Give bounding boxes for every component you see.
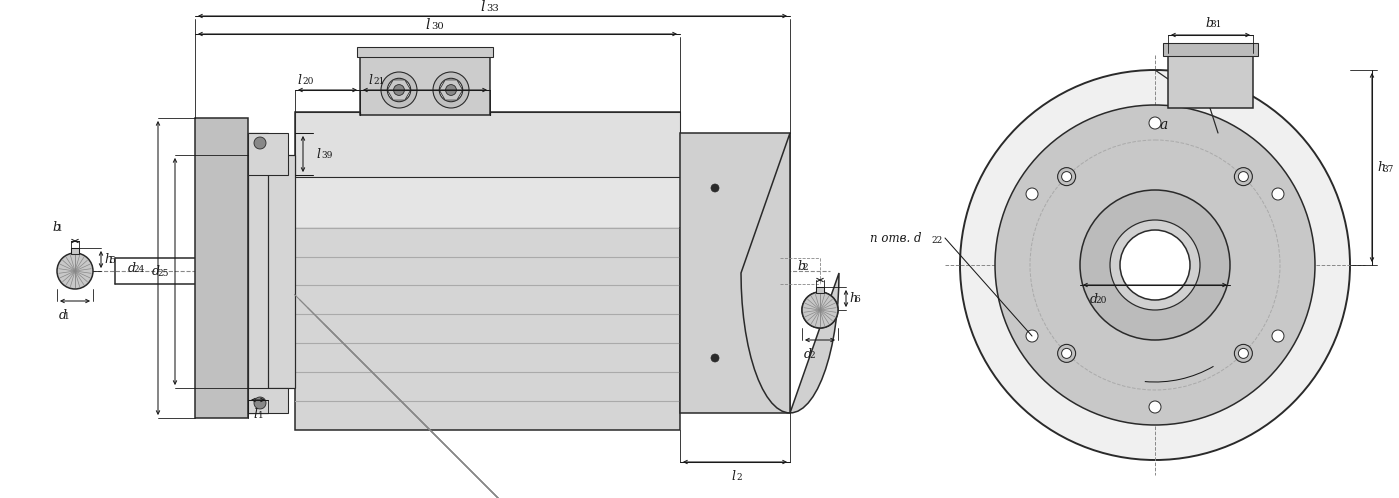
Bar xyxy=(816,287,824,293)
Circle shape xyxy=(711,184,719,192)
Circle shape xyxy=(1272,188,1284,200)
Text: b: b xyxy=(797,259,804,272)
Text: 33: 33 xyxy=(487,4,499,13)
Bar xyxy=(194,118,248,418)
Circle shape xyxy=(802,292,838,328)
Circle shape xyxy=(434,72,469,108)
Circle shape xyxy=(1272,330,1284,342)
Bar xyxy=(71,248,78,254)
Text: 31: 31 xyxy=(1210,20,1223,29)
Circle shape xyxy=(1080,190,1230,340)
Text: d: d xyxy=(804,348,811,361)
Bar xyxy=(360,55,490,115)
Text: d: d xyxy=(127,261,136,274)
Bar xyxy=(295,112,680,430)
Bar xyxy=(248,133,269,413)
Bar xyxy=(248,388,288,413)
Circle shape xyxy=(1058,168,1076,186)
Circle shape xyxy=(388,78,411,102)
Text: d: d xyxy=(59,308,67,322)
Circle shape xyxy=(393,85,404,96)
Text: 30: 30 xyxy=(431,22,443,31)
Text: 2: 2 xyxy=(809,351,814,360)
Circle shape xyxy=(1025,188,1038,200)
Text: h: h xyxy=(104,252,112,265)
Circle shape xyxy=(439,78,463,102)
Circle shape xyxy=(255,397,266,409)
Text: 25: 25 xyxy=(157,269,169,278)
Circle shape xyxy=(995,105,1315,425)
Text: d: d xyxy=(1090,292,1098,305)
Circle shape xyxy=(446,85,456,96)
Text: 22: 22 xyxy=(930,236,943,245)
Text: a: a xyxy=(1160,118,1168,132)
Bar xyxy=(680,133,790,413)
Circle shape xyxy=(802,292,838,328)
Circle shape xyxy=(255,137,266,149)
Text: l: l xyxy=(297,74,301,87)
Bar xyxy=(248,155,295,388)
Text: l: l xyxy=(732,470,734,483)
Text: 1: 1 xyxy=(259,411,264,420)
Polygon shape xyxy=(388,80,411,100)
Text: 37: 37 xyxy=(1382,165,1393,174)
Polygon shape xyxy=(741,133,839,413)
Circle shape xyxy=(1238,349,1248,359)
Bar xyxy=(357,47,492,57)
Circle shape xyxy=(1058,345,1076,363)
Text: d: d xyxy=(152,265,159,278)
Text: b: b xyxy=(52,221,60,234)
Circle shape xyxy=(1149,117,1161,129)
Text: l: l xyxy=(253,407,257,420)
Circle shape xyxy=(1234,168,1252,186)
Polygon shape xyxy=(439,80,463,100)
Text: 1: 1 xyxy=(64,312,70,321)
Text: 6: 6 xyxy=(855,295,860,304)
Text: h: h xyxy=(849,291,858,304)
Bar xyxy=(1163,43,1258,56)
Text: n отв. d: n отв. d xyxy=(870,232,922,245)
Circle shape xyxy=(1025,330,1038,342)
Bar xyxy=(295,177,680,227)
Circle shape xyxy=(1121,230,1191,300)
Bar xyxy=(248,133,288,175)
Circle shape xyxy=(1109,220,1200,310)
Text: 2: 2 xyxy=(736,473,741,482)
Text: 21: 21 xyxy=(374,77,385,86)
Circle shape xyxy=(57,253,92,289)
Text: 20: 20 xyxy=(1095,296,1107,305)
Bar xyxy=(1168,53,1254,108)
Text: l: l xyxy=(425,18,429,32)
Text: 1: 1 xyxy=(57,224,63,233)
Circle shape xyxy=(960,70,1350,460)
Bar xyxy=(295,112,680,177)
Circle shape xyxy=(1062,349,1072,359)
Circle shape xyxy=(1238,172,1248,182)
Text: l: l xyxy=(368,74,372,87)
Text: 20: 20 xyxy=(302,77,313,86)
Circle shape xyxy=(1234,345,1252,363)
Text: 5: 5 xyxy=(109,256,115,265)
Text: 2: 2 xyxy=(802,263,807,272)
Text: l: l xyxy=(480,0,485,14)
Circle shape xyxy=(381,72,417,108)
Circle shape xyxy=(711,354,719,362)
Text: 39: 39 xyxy=(322,151,333,160)
Text: h: h xyxy=(1377,161,1385,174)
Circle shape xyxy=(1149,401,1161,413)
Text: b: b xyxy=(1206,16,1213,29)
Circle shape xyxy=(1062,172,1072,182)
Text: l: l xyxy=(316,147,320,160)
Text: 24: 24 xyxy=(133,265,144,274)
